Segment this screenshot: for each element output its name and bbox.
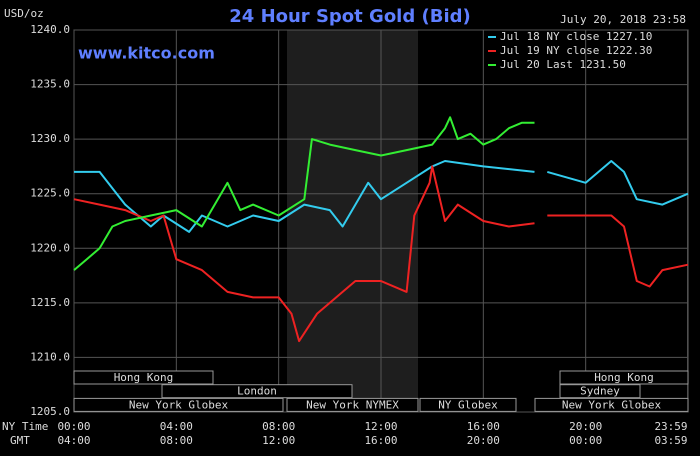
legend-label: Jul 18 NY close 1227.10: [500, 30, 652, 43]
gmt-tick-label: 20:00: [467, 434, 500, 447]
session-box: [73, 370, 214, 385]
x-tick-label: 12:00: [364, 420, 397, 433]
session-box: [419, 397, 517, 412]
gmt-tick-label: 03:59: [654, 434, 687, 447]
session-label: Hong Kong: [594, 371, 654, 384]
ny-time-label: NY Time: [2, 420, 48, 433]
y-tick-label: 1230.0: [30, 132, 70, 145]
gmt-label: GMT: [10, 434, 30, 447]
y-tick-label: 1240.0: [30, 23, 70, 36]
gmt-tick-label: 00:00: [569, 434, 602, 447]
session-label: New York Globex: [562, 398, 662, 411]
session-box: [559, 370, 689, 385]
session-label: NY Globex: [438, 398, 498, 411]
gmt-tick-label: 16:00: [364, 434, 397, 447]
legend-label: Jul 19 NY close 1222.30: [500, 44, 652, 57]
x-tick-label: 08:00: [262, 420, 295, 433]
session-label: London: [237, 385, 277, 398]
session-label: New York Globex: [129, 398, 229, 411]
session-box: [73, 397, 284, 412]
y-unit: USD/oz: [4, 7, 44, 20]
site: www.kitco.com: [78, 44, 215, 63]
nymex-shade: [287, 30, 418, 412]
y-tick-label: 1225.0: [30, 187, 70, 200]
x-tick-label: 20:00: [569, 420, 602, 433]
session-box: [559, 384, 641, 399]
price-line: [74, 160, 689, 233]
session-box: [286, 397, 419, 412]
timestamp: July 20, 2018 23:58: [560, 13, 686, 26]
x-tick-label: 23:59: [654, 420, 687, 433]
y-tick-label: 1210.0: [30, 350, 70, 363]
session-box: [534, 397, 689, 412]
session-label: New York NYMEX: [306, 398, 399, 411]
price-line: [73, 165, 689, 343]
price-line: [73, 116, 535, 271]
gmt-tick-label: 04:00: [57, 434, 90, 447]
legend-label: Jul 20 Last 1231.50: [500, 58, 626, 71]
y-tick-label: 1205.0: [30, 405, 70, 418]
gmt-tick-label: 12:00: [262, 434, 295, 447]
y-tick-label: 1215.0: [30, 296, 70, 309]
x-tick-label: 04:00: [160, 420, 193, 433]
y-tick-label: 1235.0: [30, 78, 70, 91]
session-label: Hong Kong: [114, 371, 174, 384]
session-box: [161, 384, 353, 399]
gmt-tick-label: 08:00: [160, 434, 193, 447]
x-tick-label: 16:00: [467, 420, 500, 433]
session-label: Sydney: [580, 385, 620, 398]
chart-title: 24 Hour Spot Gold (Bid): [229, 6, 470, 27]
x-tick-label: 00:00: [57, 420, 90, 433]
y-tick-label: 1220.0: [30, 241, 70, 254]
